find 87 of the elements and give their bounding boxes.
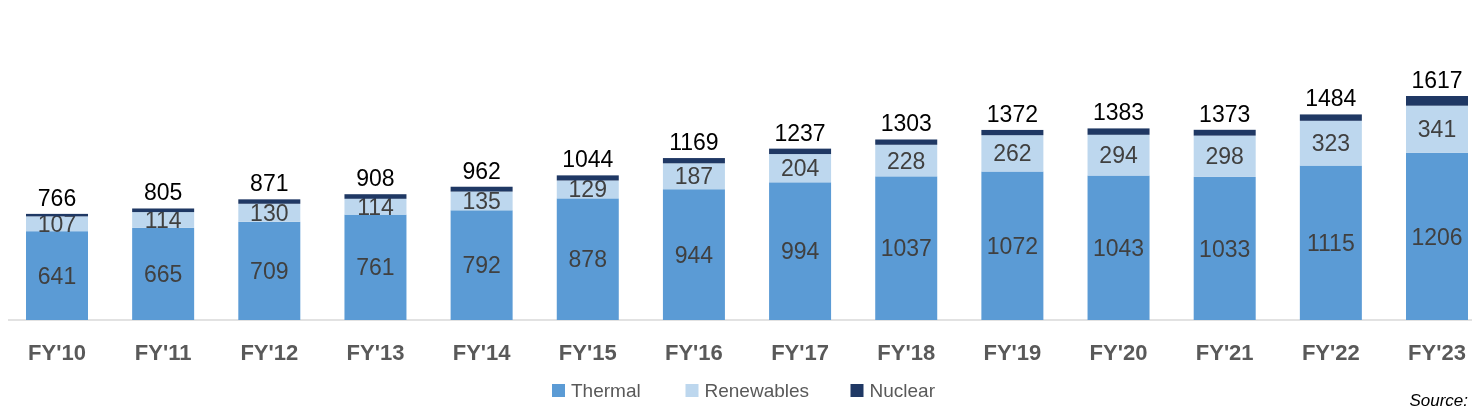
bar [1087, 128, 1150, 135]
legend-label: Thermal [571, 380, 641, 401]
bar [662, 189, 725, 320]
data-label: 944 [674, 241, 714, 268]
data-label: 1206 [1411, 223, 1463, 250]
total-label: 962 [462, 157, 501, 184]
bar [556, 175, 619, 181]
x-tick-label: FY'21 [1195, 340, 1254, 365]
x-tick-label: FY'22 [1301, 340, 1360, 365]
data-label: 792 [462, 252, 501, 279]
total-label: 1044 [562, 146, 614, 173]
data-label: 709 [250, 257, 289, 284]
source-note: Source: [1409, 391, 1469, 410]
bar [1299, 114, 1362, 121]
x-tick-label: FY'23 [1408, 340, 1466, 365]
x-tick-label: FY'12 [240, 340, 299, 365]
x-tick-label: FY'20 [1089, 340, 1148, 365]
data-label: 114 [144, 207, 182, 234]
legend-label: Nuclear [869, 380, 936, 401]
data-label: 294 [1099, 142, 1138, 169]
bar [26, 231, 88, 320]
bar [132, 227, 195, 320]
data-label: 1072 [986, 232, 1038, 259]
x-tick-label: FY'18 [877, 340, 936, 365]
total-label: 1373 [1199, 100, 1251, 127]
bar [450, 186, 513, 192]
bar [1406, 105, 1468, 153]
data-label: 135 [462, 187, 501, 214]
bar [1406, 96, 1468, 106]
x-tick-label: FY'13 [346, 340, 405, 365]
total-label: 766 [37, 184, 77, 211]
x-tick-label: FY'14 [452, 340, 512, 365]
total-label: 1383 [1092, 99, 1145, 126]
total-label: 1237 [774, 119, 826, 146]
data-label: 641 [37, 262, 77, 289]
data-label: 665 [143, 260, 183, 287]
data-label: 878 [568, 246, 607, 273]
data-label: 228 [887, 147, 926, 174]
legend-label: Renewables [704, 380, 810, 401]
bar [238, 221, 301, 320]
total-label: 1372 [986, 100, 1038, 127]
bar [344, 214, 407, 320]
bar [981, 129, 1044, 136]
total-label: 1303 [880, 110, 932, 137]
bar [875, 176, 938, 320]
data-label: 262 [993, 140, 1032, 167]
data-label: 1043 [1092, 234, 1145, 261]
bar [556, 198, 619, 320]
x-tick-label: FY'17 [771, 340, 829, 365]
bar [769, 182, 832, 320]
bar [238, 199, 301, 204]
bar [450, 210, 513, 320]
bar [1193, 129, 1256, 136]
data-label: 1033 [1199, 235, 1251, 262]
data-label: 204 [780, 155, 820, 182]
total-label: 1484 [1305, 85, 1357, 112]
total-label: 908 [356, 165, 395, 192]
bar [769, 148, 832, 155]
x-tick-label: FY'15 [558, 340, 617, 365]
bar [1299, 165, 1362, 320]
data-label: 130 [250, 199, 289, 226]
bar [344, 194, 407, 199]
data-label: 761 [356, 254, 395, 281]
x-tick-label: FY'19 [983, 340, 1042, 365]
data-label: 187 [674, 163, 714, 190]
data-label: 1037 [880, 235, 932, 262]
data-label: 1115 [1306, 229, 1355, 256]
data-label: 994 [780, 238, 820, 265]
bar [1406, 152, 1468, 320]
total-label: 805 [143, 179, 183, 206]
total-label: 1617 [1411, 67, 1463, 93]
data-label: 298 [1205, 143, 1244, 170]
bar [1193, 176, 1256, 320]
total-label: 1169 [669, 129, 719, 156]
x-tick-label: FY'11 [134, 340, 192, 365]
bar [875, 139, 938, 145]
data-label: 341 [1417, 116, 1457, 143]
x-tick-label: FY'10 [28, 340, 86, 365]
x-tick-label: FY'16 [665, 340, 723, 365]
bar [981, 171, 1044, 320]
data-label: 129 [568, 176, 607, 203]
bar [662, 158, 725, 164]
data-label: 323 [1311, 130, 1351, 157]
data-label: 114 [357, 193, 394, 220]
total-label: 871 [250, 170, 289, 197]
bar [1087, 175, 1150, 320]
bar [132, 208, 195, 213]
